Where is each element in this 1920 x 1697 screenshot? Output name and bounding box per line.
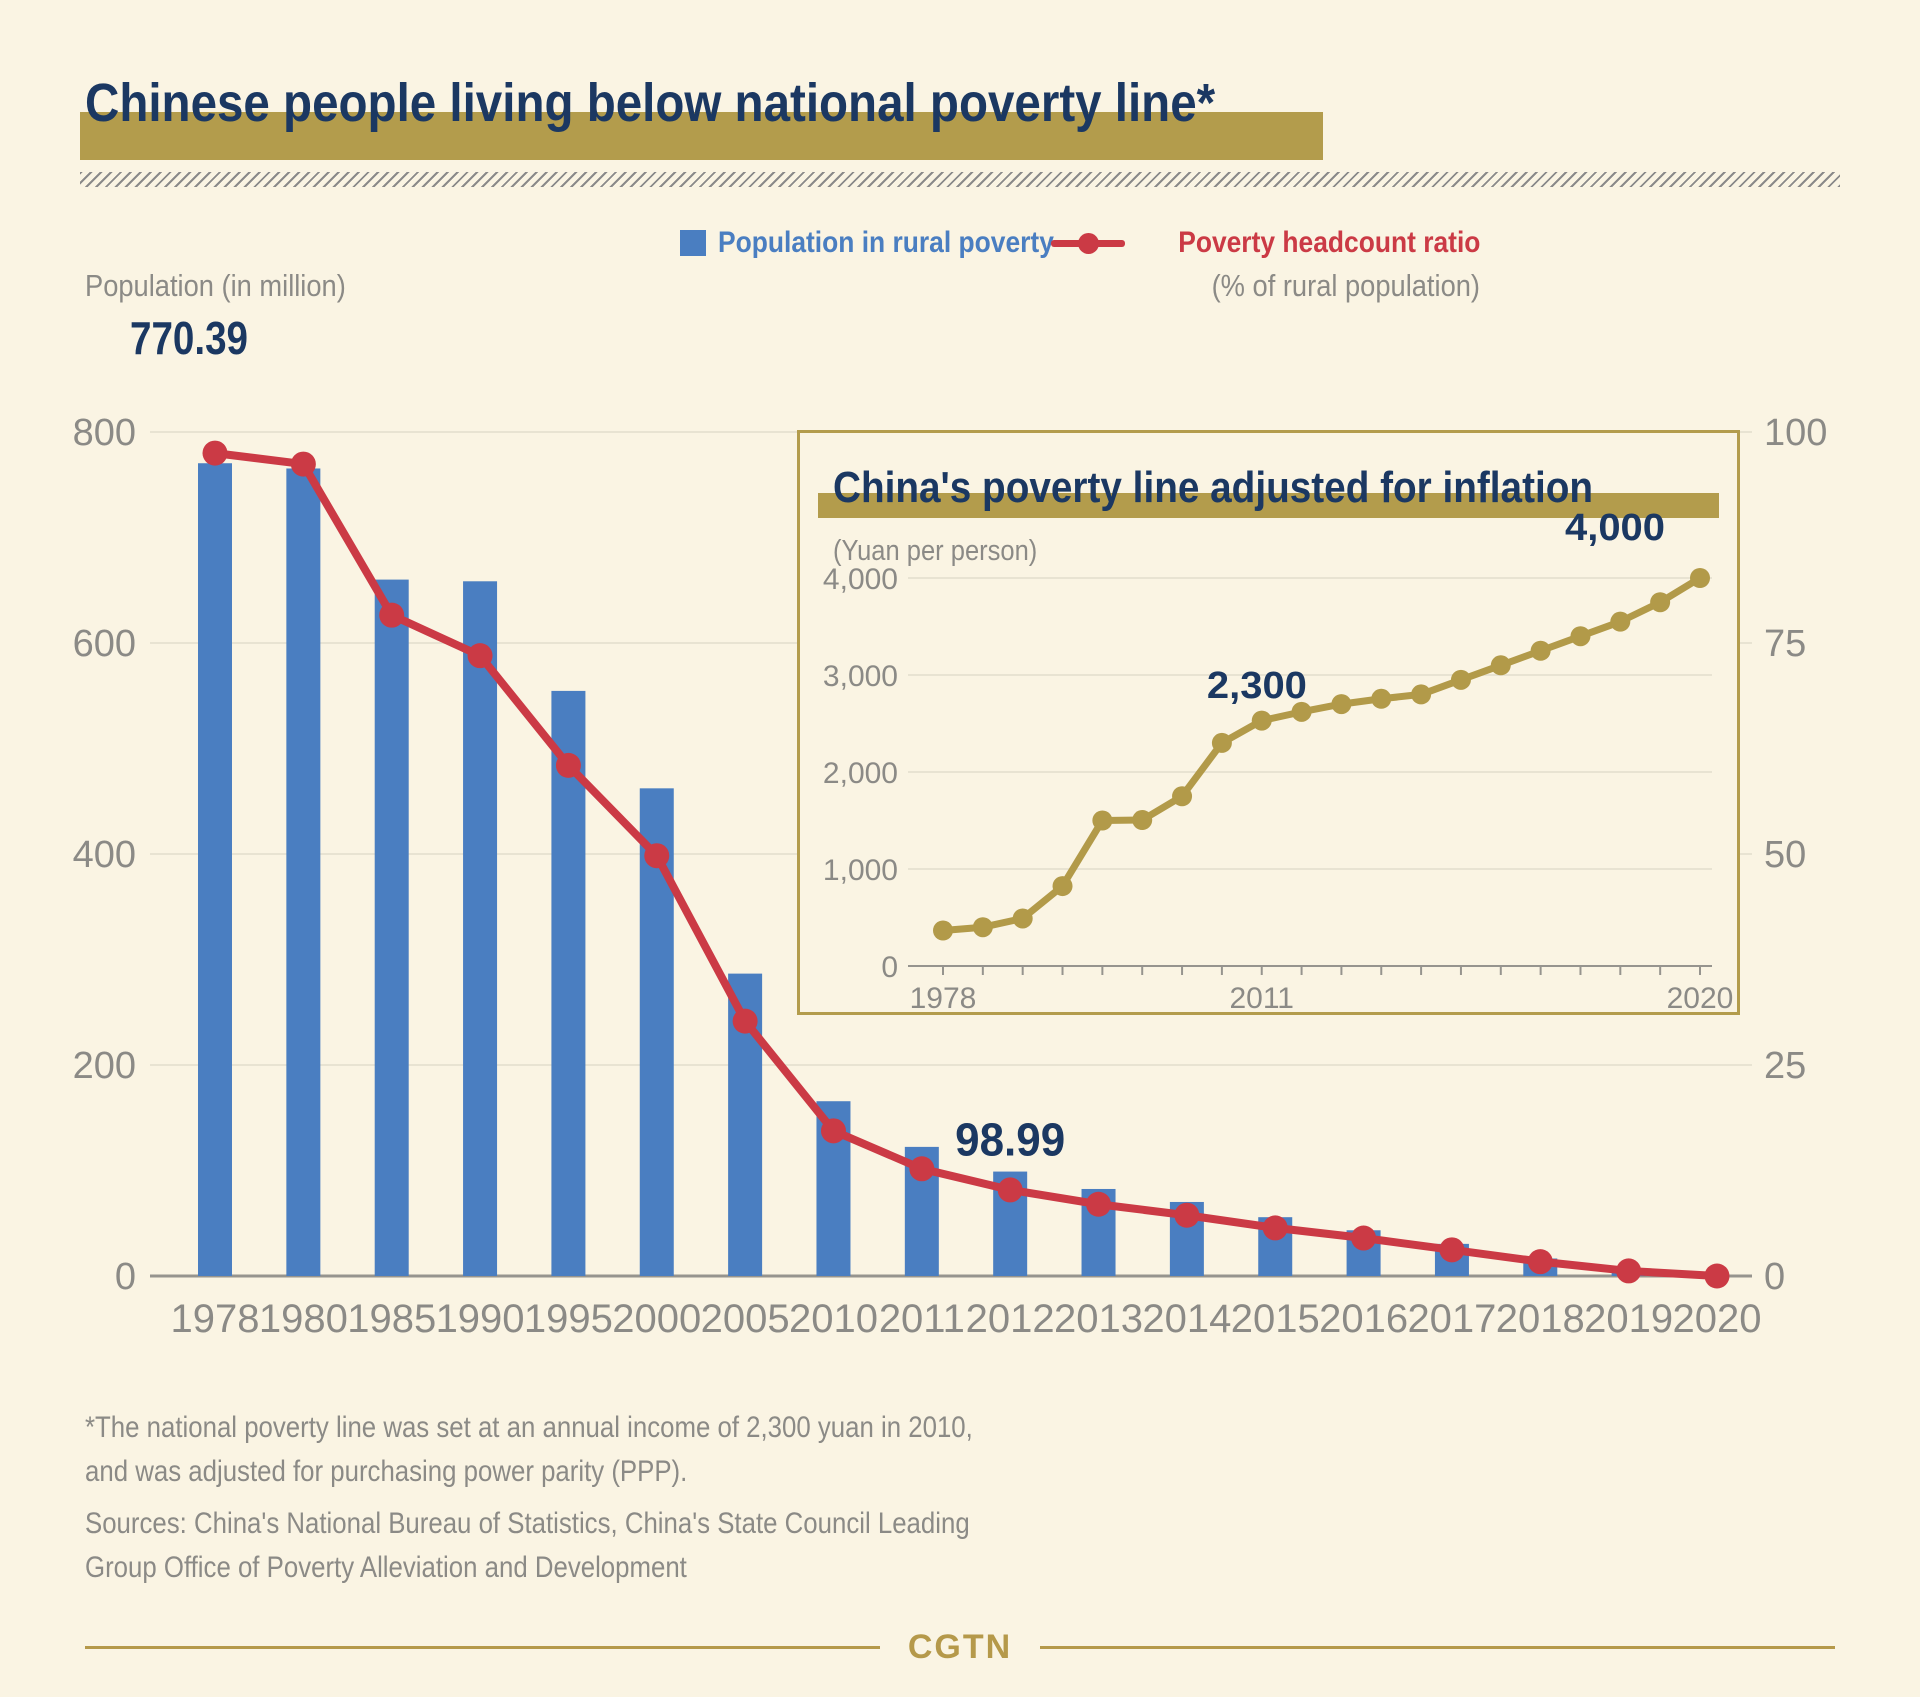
svg-text:2000: 2000	[612, 1297, 701, 1341]
svg-text:2020: 2020	[1673, 1297, 1762, 1341]
inset-title-highlight-band	[818, 493, 1719, 518]
svg-text:2005: 2005	[701, 1297, 790, 1341]
footnote-sources: Sources: China's National Bureau of Stat…	[85, 1507, 970, 1584]
svg-text:770.39: 770.39	[130, 320, 248, 364]
inset-plot: 4,000 3,000 2,000 1,000 0 1978 2011 2020 2,300 4,…	[800, 433, 1737, 1017]
svg-text:2015: 2015	[1231, 1297, 1320, 1341]
svg-text:2011: 2011	[1229, 982, 1294, 1012]
svg-text:4,000: 4,000	[823, 563, 898, 596]
main-chart: 800 600 400 200 0 100 75 50 25 0 1978 1980 1985 1990 1…	[0, 320, 1920, 1380]
svg-text:100: 100	[1764, 412, 1827, 454]
footnote-poverty-line: *The national poverty line was set at an…	[85, 1411, 973, 1488]
svg-text:1978: 1978	[910, 982, 977, 1012]
inset-unit-label: (Yuan per person)	[833, 535, 1038, 567]
svg-text:2016: 2016	[1319, 1297, 1408, 1341]
svg-text:0: 0	[115, 1256, 136, 1298]
svg-text:3,000: 3,000	[823, 660, 898, 693]
svg-text:1990: 1990	[436, 1297, 525, 1341]
svg-text:2,300: 2,300	[1207, 665, 1307, 707]
inset-chart: China's poverty line adjusted for inflat…	[797, 430, 1740, 1015]
svg-text:2019: 2019	[1584, 1297, 1673, 1341]
svg-text:2,000: 2,000	[823, 757, 898, 790]
svg-text:50: 50	[1764, 834, 1806, 876]
svg-text:2011: 2011	[879, 1297, 965, 1341]
svg-text:200: 200	[73, 1045, 136, 1087]
svg-text:75: 75	[1764, 623, 1806, 665]
footer: CGTN	[85, 1628, 1836, 1667]
legend-item-population: Population in rural poverty	[680, 226, 1100, 260]
title-highlight-band	[80, 112, 1323, 160]
svg-text:800: 800	[73, 412, 136, 454]
line-legend-label: Poverty headcount ratio	[1177, 226, 1480, 259]
svg-text:4,000: 4,000	[1565, 507, 1665, 549]
line-legend-dot	[1077, 233, 1099, 254]
left-axis-title: Population (in million)	[85, 268, 346, 303]
svg-text:600: 600	[73, 623, 136, 665]
right-axis-title: (% of rural population)	[1211, 268, 1480, 303]
svg-text:0: 0	[1764, 1256, 1785, 1298]
legend-item-headcount-ratio: Poverty headcount ratio	[1050, 226, 1480, 260]
svg-text:2017: 2017	[1407, 1297, 1496, 1341]
line-legend-marker	[1050, 232, 1125, 254]
bar-legend-label: Population in rural poverty	[718, 226, 1054, 259]
svg-text:400: 400	[73, 834, 136, 876]
svg-text:1995: 1995	[524, 1297, 613, 1341]
page-title-text: Chinese people living below national pov…	[85, 73, 1216, 133]
svg-text:2012: 2012	[966, 1297, 1055, 1341]
brand-logo: CGTN	[907, 1628, 1013, 1666]
hatched-divider	[80, 172, 1840, 187]
svg-text:25: 25	[1764, 1045, 1806, 1087]
svg-text:2010: 2010	[789, 1297, 878, 1341]
page-title: Chinese people living below national pov…	[85, 73, 1369, 133]
footer-rule-left	[85, 1646, 880, 1649]
svg-text:1978: 1978	[171, 1297, 260, 1341]
inset-chart-title: China's poverty line adjusted for inflat…	[833, 463, 1594, 512]
svg-text:2013: 2013	[1054, 1297, 1143, 1341]
svg-text:1,000: 1,000	[823, 854, 898, 887]
svg-text:2020: 2020	[1667, 982, 1734, 1012]
svg-text:0: 0	[881, 951, 898, 984]
svg-text:2014: 2014	[1142, 1297, 1231, 1341]
bar-legend-swatch	[680, 230, 706, 256]
svg-text:1985: 1985	[347, 1297, 436, 1341]
svg-text:98.99: 98.99	[955, 1114, 1065, 1166]
footer-rule-right	[1040, 1646, 1836, 1649]
svg-text:2018: 2018	[1496, 1297, 1585, 1341]
svg-text:1980: 1980	[259, 1297, 348, 1341]
